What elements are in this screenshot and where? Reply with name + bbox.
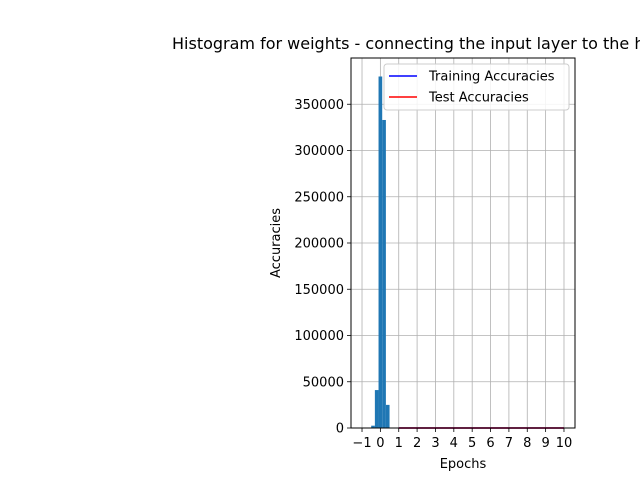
y-tick-label: 250000 <box>294 190 344 205</box>
y-tick-label: 300000 <box>294 144 344 159</box>
y-tick-label: 150000 <box>294 283 344 298</box>
x-tick-label: 4 <box>450 436 458 451</box>
histogram-bar <box>374 390 379 428</box>
legend-entry-label: Training Accuracies <box>428 70 555 85</box>
y-tick-label: 100000 <box>294 329 344 344</box>
x-axis-label: Epochs <box>440 457 487 472</box>
x-tick-label: 6 <box>486 436 494 451</box>
x-tick-label: 7 <box>505 436 513 451</box>
legend-entry-label: Test Accuracies <box>428 91 529 106</box>
x-tick-label: 0 <box>376 436 384 451</box>
chart-title: Histogram for weights - connecting the i… <box>172 34 640 53</box>
histogram-bar <box>371 425 375 428</box>
x-tick-label: 2 <box>413 436 421 451</box>
histogram-bar <box>378 76 383 428</box>
legend: Training Accuracies Test Accuracies <box>383 63 570 111</box>
y-tick-label: 200000 <box>294 237 344 252</box>
x-tick-label: 5 <box>468 436 476 451</box>
x-tick-label: 10 <box>556 436 573 451</box>
legend-box <box>383 63 570 111</box>
histogram-bar <box>385 404 390 428</box>
x-tick-label: 9 <box>541 436 549 451</box>
y-axis-label: Accuracies <box>269 208 284 278</box>
x-tick-label: −1 <box>352 436 371 451</box>
y-tick-label: 50000 <box>303 375 344 390</box>
x-tick-label: 8 <box>523 436 531 451</box>
axis-ticks: −1 0 1 2 3 4 5 6 7 8 9 1005000010000015000020000025… <box>294 98 572 451</box>
x-tick-label: 3 <box>431 436 439 451</box>
y-tick-label: 0 <box>336 422 344 437</box>
histogram-bar <box>382 119 386 428</box>
y-tick-label: 350000 <box>294 98 344 113</box>
x-tick-label: 1 <box>395 436 403 451</box>
histogram-bars <box>367 76 390 428</box>
